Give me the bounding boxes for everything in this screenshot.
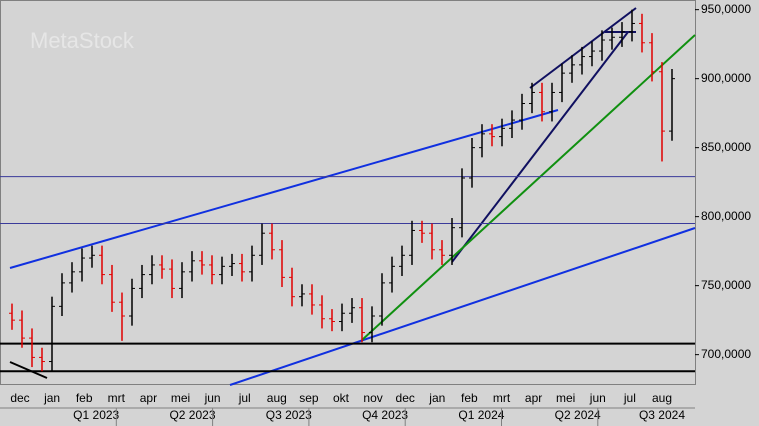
y-tick-label: 700,0000 xyxy=(701,347,751,361)
quarter-label: Q3 2024 xyxy=(639,408,685,422)
month-label: aug xyxy=(652,391,672,405)
month-label: jul xyxy=(623,391,636,405)
month-label: jul xyxy=(238,391,251,405)
y-tick-label: 900,0000 xyxy=(701,71,751,85)
month-label: jun xyxy=(589,391,606,405)
y-tick-label: 750,0000 xyxy=(701,278,751,292)
month-label: apr xyxy=(140,391,157,405)
month-label: apr xyxy=(525,391,542,405)
month-label: dec xyxy=(396,391,415,405)
y-tick-label: 800,0000 xyxy=(701,209,751,223)
trendline xyxy=(229,227,696,386)
month-label: nov xyxy=(363,391,382,405)
month-label: sep xyxy=(299,391,319,405)
trendline xyxy=(361,34,696,341)
trendline xyxy=(9,361,48,379)
quarter-label: Q4 2023 xyxy=(362,408,408,422)
quarter-label: Q1 2023 xyxy=(73,408,119,422)
month-label: feb xyxy=(76,391,93,405)
trendline xyxy=(9,109,559,269)
month-label: dec xyxy=(10,391,29,405)
month-label: jan xyxy=(428,391,445,405)
month-label: mrt xyxy=(108,391,126,405)
trendline xyxy=(529,7,637,89)
month-label: jun xyxy=(204,391,221,405)
watermark: MetaStock xyxy=(30,28,135,53)
month-label: feb xyxy=(461,391,478,405)
quarter-label: Q2 2023 xyxy=(169,408,215,422)
month-label: mrt xyxy=(493,391,511,405)
y-tick-label: 950,0000 xyxy=(701,2,751,16)
month-label: mei xyxy=(171,391,190,405)
month-label: mei xyxy=(556,391,575,405)
month-label: jan xyxy=(43,391,60,405)
quarter-label: Q1 2024 xyxy=(458,408,504,422)
y-tick-label: 850,0000 xyxy=(701,140,751,154)
month-label: aug xyxy=(267,391,287,405)
quarter-label: Q3 2023 xyxy=(266,408,312,422)
month-label: okt xyxy=(333,391,350,405)
quarter-label: Q2 2024 xyxy=(555,408,601,422)
plot-frame xyxy=(0,0,696,385)
